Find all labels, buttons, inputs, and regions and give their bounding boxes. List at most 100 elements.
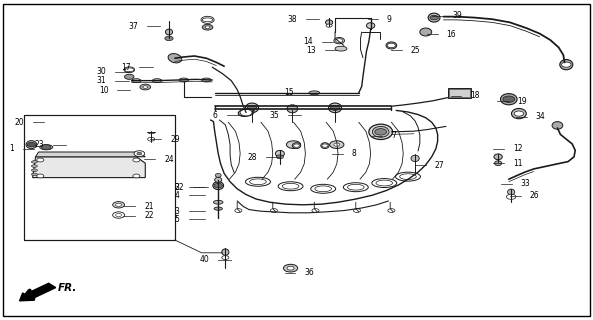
Circle shape (116, 203, 122, 206)
Text: 25: 25 (411, 46, 420, 55)
Circle shape (375, 129, 387, 135)
Ellipse shape (165, 29, 173, 35)
Ellipse shape (560, 60, 573, 70)
Circle shape (247, 105, 257, 110)
Ellipse shape (202, 18, 213, 22)
Text: 37: 37 (129, 22, 138, 31)
FancyArrow shape (20, 283, 56, 301)
Polygon shape (33, 157, 145, 178)
Ellipse shape (213, 181, 224, 189)
Ellipse shape (214, 207, 222, 210)
Text: 31: 31 (97, 76, 106, 85)
Ellipse shape (494, 154, 502, 160)
Circle shape (312, 209, 319, 212)
Circle shape (137, 152, 142, 155)
Circle shape (294, 144, 299, 147)
Text: 3: 3 (175, 207, 180, 216)
Circle shape (125, 74, 134, 79)
Polygon shape (36, 152, 145, 157)
Ellipse shape (508, 189, 515, 195)
Text: 9: 9 (387, 15, 391, 24)
Ellipse shape (552, 122, 563, 129)
Text: 14: 14 (304, 37, 313, 46)
Circle shape (205, 26, 210, 28)
Circle shape (353, 209, 361, 212)
Circle shape (37, 174, 44, 178)
Bar (448, 88, 471, 98)
Circle shape (133, 174, 140, 178)
Ellipse shape (31, 173, 37, 176)
Circle shape (286, 141, 301, 148)
Circle shape (506, 194, 516, 199)
Text: FR.: FR. (58, 283, 78, 293)
Bar (449, 89, 470, 97)
Ellipse shape (376, 180, 393, 186)
Text: 5: 5 (175, 215, 180, 224)
Circle shape (430, 15, 438, 20)
Text: 38: 38 (288, 15, 297, 24)
Ellipse shape (335, 46, 347, 51)
Text: 12: 12 (513, 144, 522, 153)
Text: 6: 6 (213, 111, 218, 120)
Text: 1: 1 (9, 144, 14, 153)
Circle shape (202, 24, 213, 30)
Ellipse shape (343, 183, 368, 192)
Ellipse shape (366, 23, 375, 28)
Ellipse shape (500, 93, 517, 105)
Text: 2: 2 (175, 183, 180, 192)
Ellipse shape (372, 179, 397, 188)
Text: 8: 8 (352, 149, 356, 158)
Circle shape (330, 141, 344, 148)
Text: 11: 11 (513, 159, 522, 168)
Circle shape (42, 145, 51, 150)
Ellipse shape (400, 174, 416, 180)
Ellipse shape (132, 79, 141, 83)
FancyArrowPatch shape (23, 287, 50, 299)
Ellipse shape (420, 28, 432, 36)
Ellipse shape (26, 140, 37, 148)
Text: 28: 28 (247, 153, 257, 162)
Text: 33: 33 (521, 180, 530, 188)
Circle shape (330, 105, 340, 110)
Ellipse shape (246, 103, 259, 113)
Circle shape (133, 158, 140, 162)
Ellipse shape (238, 109, 254, 116)
Ellipse shape (31, 169, 37, 172)
Text: 27: 27 (435, 161, 444, 170)
Ellipse shape (321, 143, 329, 148)
Text: 30: 30 (97, 68, 106, 76)
Bar (24, 115, 175, 240)
Ellipse shape (495, 161, 502, 166)
Bar (24, 115, 175, 240)
Ellipse shape (311, 184, 336, 193)
Text: 22: 22 (144, 212, 154, 220)
Circle shape (240, 109, 252, 116)
Text: 17: 17 (121, 63, 130, 72)
Text: 34: 34 (535, 112, 545, 121)
Circle shape (201, 16, 214, 23)
Ellipse shape (369, 124, 393, 140)
Ellipse shape (202, 78, 211, 82)
Text: 15: 15 (284, 88, 294, 97)
Text: 23: 23 (35, 140, 44, 149)
Circle shape (214, 183, 222, 188)
Ellipse shape (222, 249, 229, 255)
Text: 40: 40 (200, 255, 209, 264)
Ellipse shape (292, 143, 301, 148)
Text: 26: 26 (530, 191, 539, 200)
Circle shape (270, 209, 278, 212)
Ellipse shape (152, 79, 162, 83)
Circle shape (322, 144, 328, 147)
Text: 18: 18 (470, 92, 480, 100)
Circle shape (235, 209, 242, 212)
Circle shape (143, 86, 148, 88)
Ellipse shape (334, 37, 345, 44)
Ellipse shape (215, 173, 221, 177)
Text: 7: 7 (391, 132, 396, 140)
Text: 21: 21 (144, 202, 154, 211)
Ellipse shape (396, 172, 420, 181)
Ellipse shape (428, 13, 440, 22)
Circle shape (134, 151, 145, 156)
Text: 39: 39 (452, 12, 462, 20)
Text: 16: 16 (447, 30, 456, 39)
